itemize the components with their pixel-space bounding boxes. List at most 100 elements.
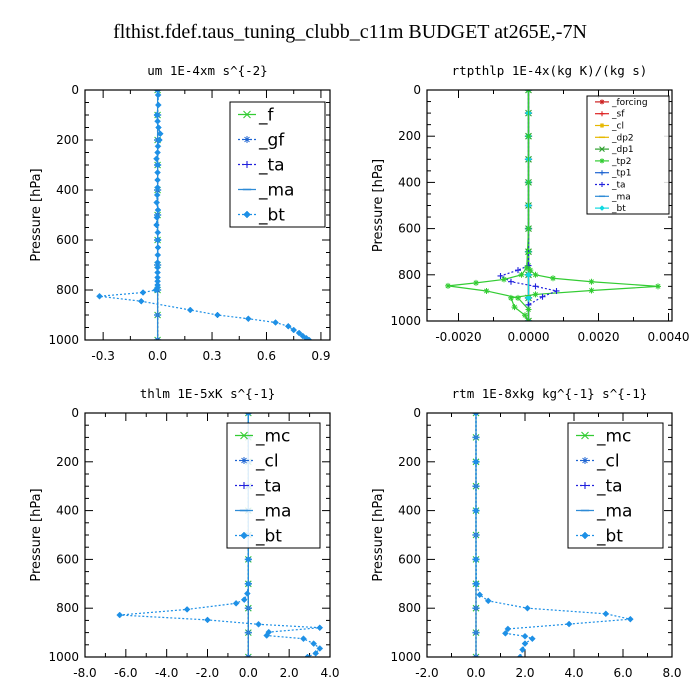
data-point: [525, 225, 532, 232]
axes-frame: [426, 89, 673, 322]
x-tick-label: 0.0: [148, 349, 167, 363]
data-point: [300, 635, 307, 643]
data-point: [532, 283, 539, 290]
data-point: [508, 278, 514, 285]
x-tick-label: -2.0: [415, 666, 438, 680]
data-point: [156, 130, 164, 138]
legend-marker: [581, 482, 589, 489]
data-point: [539, 293, 546, 300]
x-tick-label: -8.0: [73, 666, 96, 680]
data-point: [473, 580, 480, 588]
legend-marker: [243, 136, 251, 143]
legend-marker: [581, 531, 589, 540]
data-point: [484, 597, 492, 605]
legend-label: _tp2: [611, 157, 631, 167]
y-tick-label: 1000: [390, 650, 421, 664]
x-tick-label: 0.0: [466, 666, 485, 680]
data-point: [154, 169, 161, 176]
data-point: [156, 136, 163, 144]
legend-label: _forcing: [611, 98, 648, 108]
data-point: [511, 304, 518, 311]
data-point: [527, 267, 534, 274]
legend-label: _tp1: [611, 169, 631, 179]
data-point: [299, 332, 307, 340]
y-axis-label: Pressure [hPa]: [29, 168, 44, 261]
panel-2: rtpthlp 1E-4x(kg K)/(kg s) Pressure [hPa]…: [371, 63, 690, 344]
data-point: [154, 251, 162, 259]
data-point: [508, 294, 514, 301]
panel-title: rtm 1E-8xkg kg^{-1} s^{-1}: [452, 386, 648, 401]
data-point: [96, 292, 103, 300]
y-tick-label: 600: [56, 552, 79, 566]
data-point: [152, 286, 160, 294]
data-point: [137, 297, 145, 305]
data-point: [553, 287, 560, 294]
data-point: [525, 271, 532, 279]
axes-frame: [84, 89, 331, 341]
legend-marker: [240, 531, 248, 540]
data-point: [154, 206, 162, 214]
legend-label: _ta: [596, 477, 623, 497]
data-point: [525, 294, 532, 302]
legend-label: _ma: [258, 181, 294, 201]
data-point: [183, 606, 191, 613]
legend-label: _ta: [255, 477, 282, 497]
data-point: [502, 629, 509, 637]
x-tick-label: 4.0: [320, 666, 339, 680]
series-bt: [116, 413, 324, 657]
data-point: [116, 611, 124, 619]
axes-frame: [84, 412, 331, 658]
data-point: [655, 283, 661, 290]
legend-marker: [243, 210, 251, 219]
y-tick-label: 0: [413, 406, 421, 420]
data-point: [204, 616, 211, 624]
data-point: [588, 278, 595, 285]
data-point: [155, 124, 162, 131]
figure-title: flthist.fdef.taus_tuning_clubb_c11m BUDG…: [113, 21, 587, 43]
data-point: [153, 214, 161, 221]
axes-frame: [426, 412, 673, 658]
data-point: [305, 336, 313, 340]
y-tick-label: 800: [398, 268, 421, 282]
legend: _mc _cl _ta _ma _bt: [226, 422, 321, 549]
panel-title: um 1E-4xm s^{-2}: [147, 63, 267, 78]
x-tick-label: 0.0: [239, 666, 258, 680]
data-point: [153, 155, 160, 163]
data-point: [518, 271, 525, 278]
data-point: [154, 229, 162, 236]
data-point: [472, 507, 480, 514]
data-point: [139, 289, 147, 296]
legend-label: _cl: [611, 122, 624, 132]
data-point: [244, 315, 252, 323]
x-tick-label: 2.0: [280, 666, 299, 680]
legend-marker: [599, 99, 605, 105]
data-point: [316, 645, 324, 652]
panel-4: rtm 1E-8xkg kg^{-1} s^{-1} Pressure [hPa]…: [371, 386, 682, 680]
data-point: [532, 291, 539, 298]
y-tick-label: 200: [398, 129, 421, 143]
y-tick-label: 200: [56, 455, 79, 469]
legend-label: _ma: [255, 502, 291, 522]
legend: _f _gf _ta _ma _bt: [229, 101, 326, 228]
y-tick-label: 200: [56, 133, 79, 147]
x-tick-label: -0.0020: [435, 330, 481, 344]
panels-group: um 1E-4xm s^{-2} Pressure [hPa] 0 200 400 600…: [29, 63, 690, 680]
data-point: [154, 161, 162, 169]
legend-marker: [599, 205, 605, 211]
data-point: [153, 221, 160, 229]
data-point: [521, 640, 529, 647]
y-tick-label: 600: [56, 233, 79, 247]
y-tick-label: 400: [56, 183, 79, 197]
data-point: [525, 306, 532, 313]
legend-label: _dp1: [611, 145, 634, 155]
data-point: [565, 620, 573, 628]
panel-title: thlm 1E-5xK s^{-1}: [140, 386, 275, 401]
series-extra: [445, 90, 532, 321]
data-point: [153, 111, 161, 119]
data-point: [154, 149, 161, 156]
series-line: [447, 90, 530, 321]
series-bt: [472, 413, 634, 657]
panel-3: thlm 1E-5xK s^{-1} Pressure [hPa] 0 200 400 6…: [29, 386, 340, 680]
legend: _forcing _sf _cl_dp2 _dp1 _tp2 _tp1 _ta_ma _bt: [586, 95, 670, 215]
